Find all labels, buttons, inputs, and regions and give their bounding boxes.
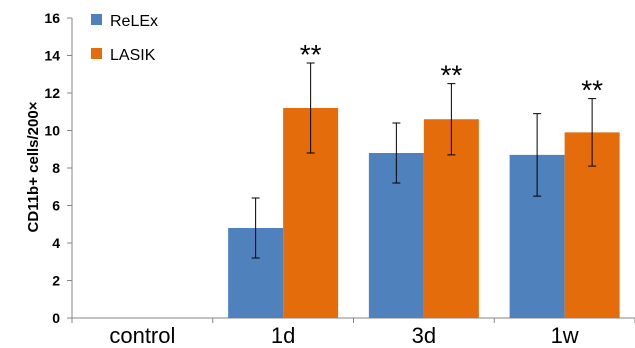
legend-swatch-lasik [91,48,102,59]
significance-marker: ** [440,60,462,91]
x-tick-label: 1d [271,323,295,348]
significance-marker: ** [581,75,603,106]
y-tick-label: 16 [44,10,60,26]
x-tick-label: 1w [551,323,579,348]
legend-label-lasik: LASIK [110,47,156,64]
legend-label-relex: ReLEx [110,13,158,30]
y-tick-label: 12 [44,85,60,101]
legend-swatch-relex [91,14,102,25]
x-tick-label: 3d [412,323,436,348]
y-tick-label: 10 [44,123,60,139]
significance-marker: ** [300,39,322,70]
y-tick-label: 0 [52,310,60,326]
y-tick-label: 6 [52,198,60,214]
y-tick-label: 14 [44,48,60,64]
x-tick-label: control [109,323,175,348]
legend: ReLEx LASIK [91,13,158,64]
y-tick-label: 4 [52,235,60,251]
y-tick-label: 8 [52,160,60,176]
y-tick-label: 2 [52,273,60,289]
y-axis-label: CD11b+ cells/200× [25,101,42,232]
